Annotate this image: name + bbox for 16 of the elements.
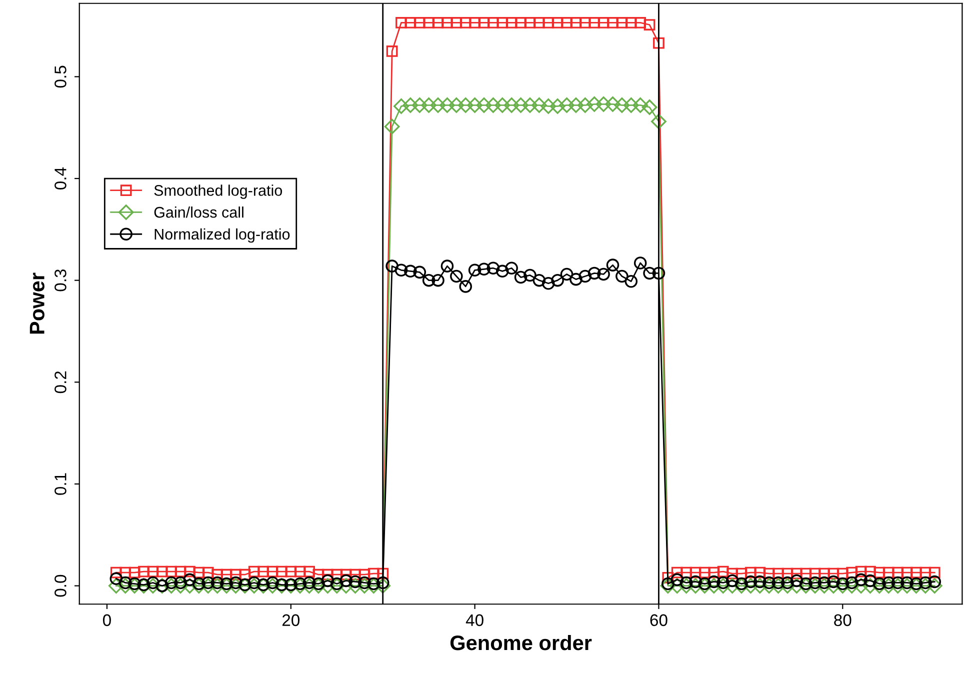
legend-label: Normalized log-ratio bbox=[154, 228, 290, 243]
y-tick-label: 0.0 bbox=[54, 574, 66, 597]
x-axis-title: Genome order bbox=[450, 634, 592, 650]
y-tick-label: 0.3 bbox=[54, 269, 66, 292]
x-tick-label: 80 bbox=[834, 614, 852, 626]
y-tick-label: 0.1 bbox=[54, 473, 66, 495]
x-tick-label: 0 bbox=[102, 614, 111, 626]
legend-label: Smoothed log-ratio bbox=[154, 184, 282, 199]
y-tick-label: 0.2 bbox=[54, 371, 66, 394]
legend-label: Gain/loss call bbox=[154, 206, 244, 218]
y-axis-title: Power bbox=[30, 272, 44, 334]
x-tick-label: 40 bbox=[466, 614, 484, 626]
y-tick-label: 0.5 bbox=[54, 66, 66, 88]
x-tick-label: 20 bbox=[282, 614, 300, 626]
x-tick-label: 60 bbox=[650, 614, 668, 626]
y-tick-label: 0.4 bbox=[54, 167, 66, 190]
